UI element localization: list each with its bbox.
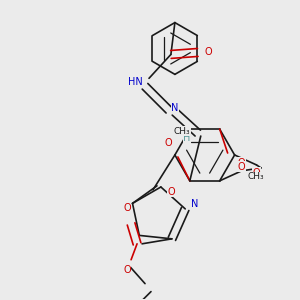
Text: N: N <box>171 103 178 113</box>
Text: O: O <box>238 162 245 172</box>
Text: O: O <box>123 265 131 275</box>
Text: O: O <box>253 168 260 178</box>
Text: N: N <box>191 199 199 209</box>
Text: CH₃: CH₃ <box>247 172 264 182</box>
Text: H: H <box>183 133 190 143</box>
Text: HN: HN <box>128 77 143 87</box>
Text: O: O <box>205 47 212 58</box>
Text: O: O <box>167 187 175 197</box>
Text: CH₃: CH₃ <box>173 127 190 136</box>
Text: O: O <box>238 158 245 168</box>
Text: O: O <box>164 138 172 148</box>
Text: O: O <box>123 203 131 213</box>
